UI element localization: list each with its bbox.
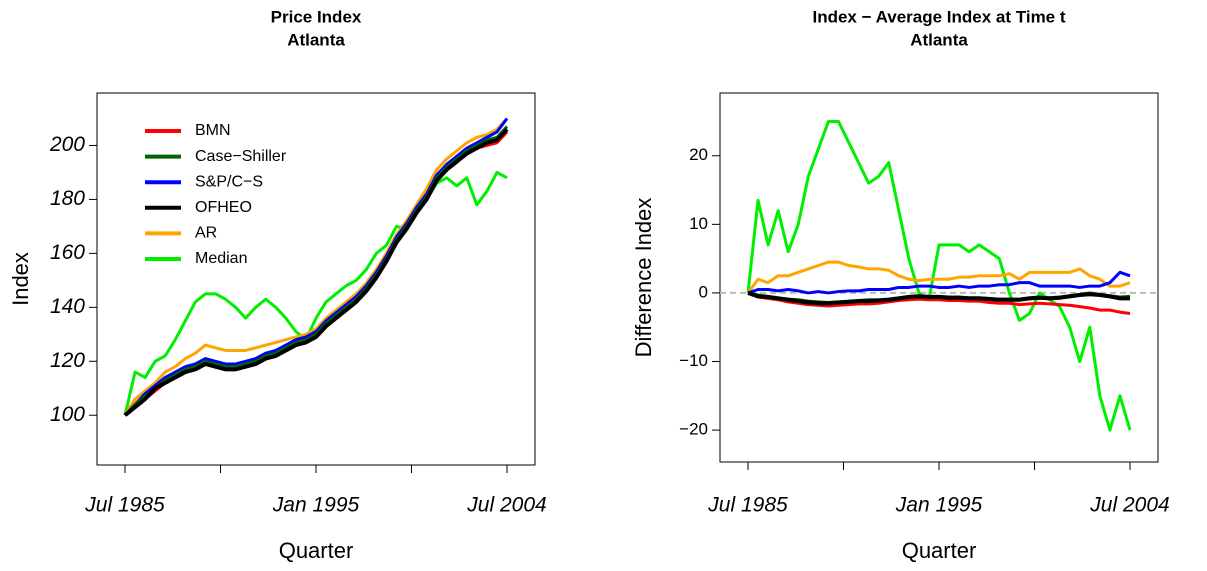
series-line <box>123 117 509 417</box>
y-tick-label: −10 <box>679 351 708 370</box>
legend-label: Case−Shiller <box>195 148 287 165</box>
series-line <box>746 119 1132 432</box>
y-tick-label: −20 <box>679 420 708 439</box>
y-axis-label: Index <box>8 252 33 306</box>
series-line <box>747 291 1131 315</box>
series-line <box>123 127 509 417</box>
x-axis-label: Quarter <box>279 538 354 563</box>
x-tick-label: Jan 1995 <box>272 494 360 517</box>
y-tick-label: 160 <box>50 241 85 264</box>
chart-title: Index − Average Index at Time t <box>812 7 1065 26</box>
y-tick-label: 20 <box>689 145 708 164</box>
legend-label: AR <box>195 225 217 242</box>
x-axis-label: Quarter <box>902 538 977 563</box>
x-tick-label: Jul 1985 <box>707 494 788 517</box>
y-tick-label: 200 <box>49 133 85 156</box>
y-tick-label: 120 <box>50 349 85 372</box>
y-tick-label: 180 <box>50 187 85 210</box>
y-tick-label: 0 <box>699 282 708 301</box>
legend-label: S&P/C−S <box>195 173 263 190</box>
x-tick-label: Jul 2004 <box>466 494 546 517</box>
chart-subtitle: Atlanta <box>287 30 345 49</box>
y-tick-label: 100 <box>50 403 85 426</box>
series-line <box>747 291 1130 306</box>
legend-label: BMN <box>195 122 231 139</box>
series-line <box>123 117 509 417</box>
x-tick-label: Jul 1985 <box>84 494 165 517</box>
chart-subtitle: Atlanta <box>910 30 968 49</box>
y-tick-label: 140 <box>50 295 85 318</box>
series-line <box>746 260 1131 294</box>
legend-label: Median <box>195 250 247 267</box>
series-line <box>747 270 1131 295</box>
x-tick-label: Jul 2004 <box>1089 494 1169 517</box>
series-line <box>123 170 508 416</box>
y-axis-label: Difference Index <box>631 198 656 358</box>
y-tick-label: 10 <box>689 214 708 233</box>
chart-title: Price Index <box>271 7 362 26</box>
x-tick-label: Jan 1995 <box>895 494 983 517</box>
legend-label: OFHEO <box>195 199 252 216</box>
